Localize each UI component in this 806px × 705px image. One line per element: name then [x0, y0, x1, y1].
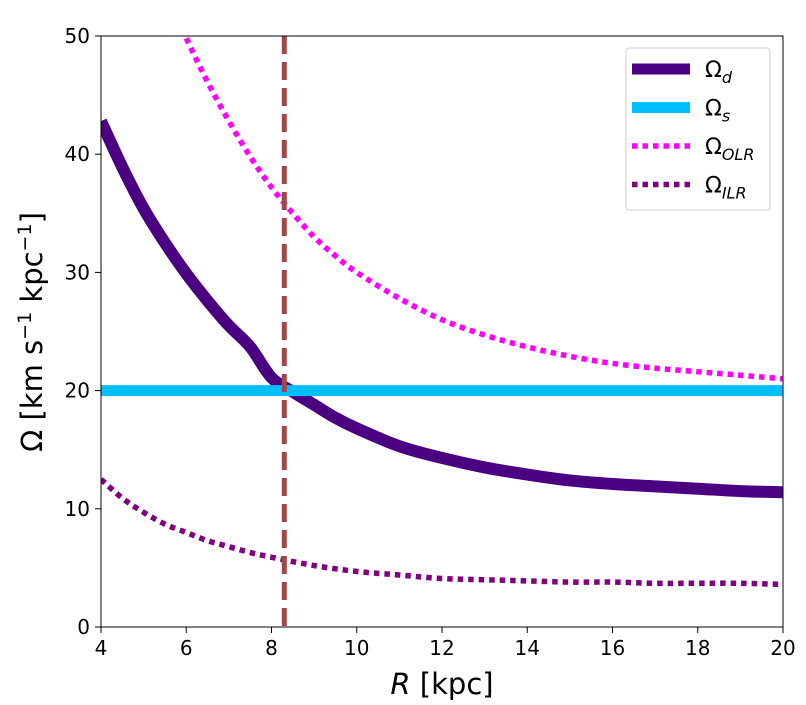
x-tick-label: 8 [265, 636, 278, 660]
series-line--d [101, 118, 783, 499]
series-line--ilr [101, 477, 783, 588]
y-tick-label: 40 [65, 142, 90, 166]
legend: Ωd Ωs ΩOLR ΩILR [625, 47, 771, 211]
legend-label--d: Ωd [705, 58, 733, 87]
x-tick-label: 10 [344, 636, 369, 660]
x-tick-label: 4 [95, 636, 108, 660]
x-tick-label: 6 [180, 636, 193, 660]
legend-label--ilr: ΩILR [705, 174, 747, 203]
x-tick-label: 14 [515, 636, 540, 660]
y-tick-label: 10 [65, 497, 90, 521]
y-axis-label: Ω [km s−1 kpc−1] [14, 212, 49, 452]
legend-label--olr: ΩOLR [705, 135, 754, 164]
legend-label--s: Ωs [705, 97, 730, 126]
x-axis-label: R [kpc] [390, 667, 493, 701]
series-line--olr [183, 37, 783, 382]
y-tick-label: 0 [77, 615, 90, 639]
x-tick-label: 18 [685, 636, 710, 660]
y-tick-label: 20 [65, 379, 90, 403]
x-tick-label: 16 [600, 636, 625, 660]
x-tick-label: 12 [429, 636, 454, 660]
y-tick-label: 30 [65, 260, 90, 284]
legend-frame [625, 47, 771, 211]
x-tick-label: 20 [770, 636, 795, 660]
y-tick-label: 50 [65, 24, 90, 48]
